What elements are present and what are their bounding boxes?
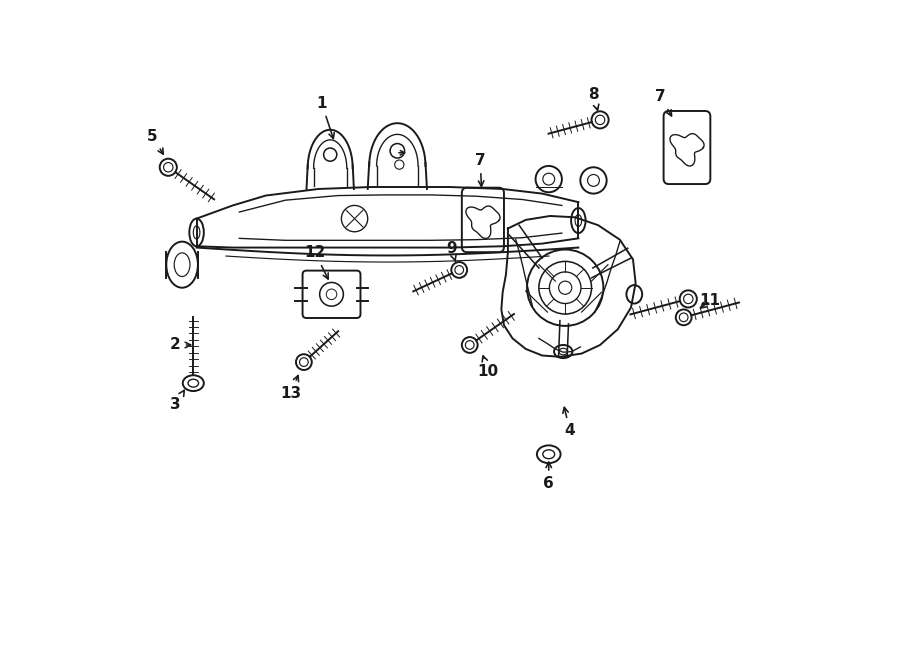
Text: 5: 5 [148, 129, 163, 154]
Text: 6: 6 [544, 462, 554, 490]
Text: 3: 3 [170, 390, 184, 412]
Text: 12: 12 [304, 245, 328, 279]
Text: 9: 9 [446, 241, 456, 261]
Text: 7: 7 [475, 153, 486, 186]
Text: 7: 7 [655, 89, 671, 116]
Text: 10: 10 [478, 356, 499, 379]
Text: 8: 8 [589, 87, 598, 110]
Text: 4: 4 [562, 407, 575, 438]
Text: 1: 1 [317, 96, 334, 139]
Text: 2: 2 [170, 338, 191, 352]
Text: 11: 11 [699, 293, 721, 309]
Text: 13: 13 [280, 375, 302, 401]
